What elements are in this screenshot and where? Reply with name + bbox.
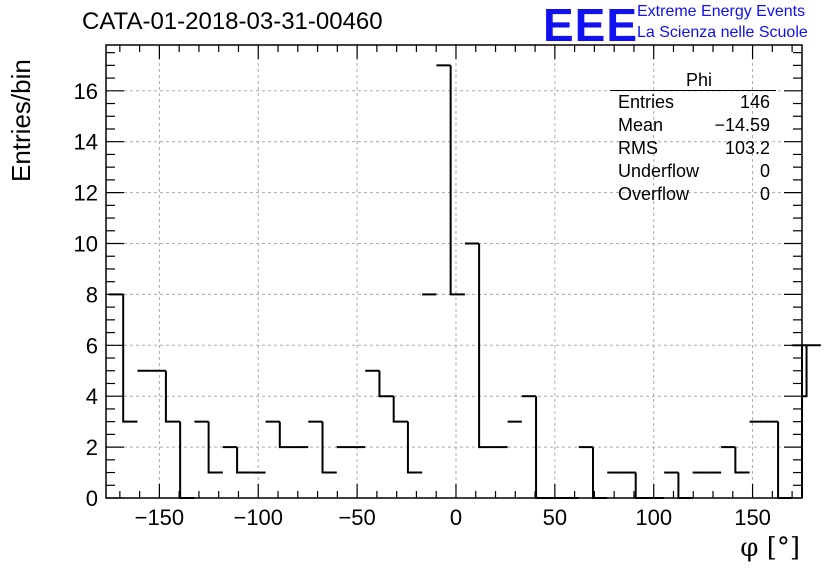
stats-row-overflow: Overflow 0 bbox=[610, 183, 776, 206]
stats-row-entries: Entries 146 bbox=[610, 91, 776, 114]
stats-value: 0 bbox=[759, 161, 770, 181]
histogram-bin bbox=[777, 421, 793, 499]
y-tick-label: 2 bbox=[86, 435, 98, 460]
histogram-bin bbox=[449, 65, 465, 296]
stats-label: Mean bbox=[618, 115, 664, 135]
stats-row-underflow: Underflow 0 bbox=[610, 160, 776, 183]
histogram-bin bbox=[677, 472, 693, 499]
stats-row-rms: RMS 103.2 bbox=[610, 137, 776, 160]
histogram-bin bbox=[802, 345, 808, 398]
x-tick-label: −100 bbox=[233, 505, 283, 530]
stats-value: 146 bbox=[739, 92, 770, 112]
y-axis-label: Entries/bin bbox=[6, 59, 36, 182]
histogram-bin bbox=[321, 421, 337, 474]
x-axis-label: φ [°] bbox=[740, 533, 800, 563]
histogram-bin bbox=[207, 421, 223, 474]
x-tick-label: 50 bbox=[543, 505, 567, 530]
histogram-bin bbox=[801, 344, 821, 498]
x-tick-label: −150 bbox=[135, 505, 185, 530]
stats-label: Entries bbox=[618, 92, 675, 112]
y-tick-label: 4 bbox=[86, 384, 98, 409]
stats-label: RMS bbox=[618, 138, 658, 158]
stats-value: −14.59 bbox=[714, 115, 770, 135]
stats-label: Overflow bbox=[618, 184, 690, 204]
y-tick-label: 6 bbox=[86, 333, 98, 358]
histogram-bin bbox=[236, 447, 252, 474]
x-tick-label: 150 bbox=[734, 505, 771, 530]
x-tick-label: −50 bbox=[338, 505, 375, 530]
plot-frame bbox=[105, 44, 803, 499]
histogram-bin bbox=[179, 421, 195, 499]
y-tick-label: 12 bbox=[74, 181, 98, 206]
y-tick-label: 14 bbox=[74, 130, 98, 155]
histogram-bin bbox=[634, 472, 650, 499]
y-tick-label: 16 bbox=[74, 79, 98, 104]
stats-row-mean: Mean −14.59 bbox=[610, 114, 776, 137]
logo-line-2: La Scienza nelle Scuole bbox=[637, 24, 808, 41]
x-tick-label: 0 bbox=[450, 505, 462, 530]
histogram-bin bbox=[278, 421, 295, 449]
run-title: CATA-01-2018-03-31-00460 bbox=[82, 8, 383, 35]
histogram-bin bbox=[592, 447, 608, 499]
stats-divider bbox=[610, 90, 776, 91]
stats-label: Underflow bbox=[618, 161, 700, 181]
histogram-bin bbox=[392, 396, 408, 423]
histogram-bin bbox=[164, 370, 181, 423]
histogram-bin bbox=[122, 294, 138, 423]
x-tick-label: 100 bbox=[635, 505, 672, 530]
histogram-bin bbox=[734, 447, 750, 474]
logo-line-1: Extreme Energy Events bbox=[637, 3, 806, 20]
stats-value: 0 bbox=[759, 184, 770, 204]
histogram-bin bbox=[478, 243, 494, 449]
y-tick-label: 0 bbox=[86, 486, 98, 511]
histogram-bin bbox=[378, 370, 394, 398]
stats-box: Phi Entries 146 Mean −14.59 RMS 103.2 Un… bbox=[610, 70, 776, 206]
y-tick-label: 8 bbox=[86, 282, 98, 307]
histogram-bin bbox=[406, 421, 423, 474]
stats-value: 103.2 bbox=[724, 138, 770, 158]
y-tick-label: 10 bbox=[74, 232, 98, 257]
eee-logo: EEE bbox=[543, 0, 639, 51]
stats-title: Phi bbox=[685, 70, 712, 90]
